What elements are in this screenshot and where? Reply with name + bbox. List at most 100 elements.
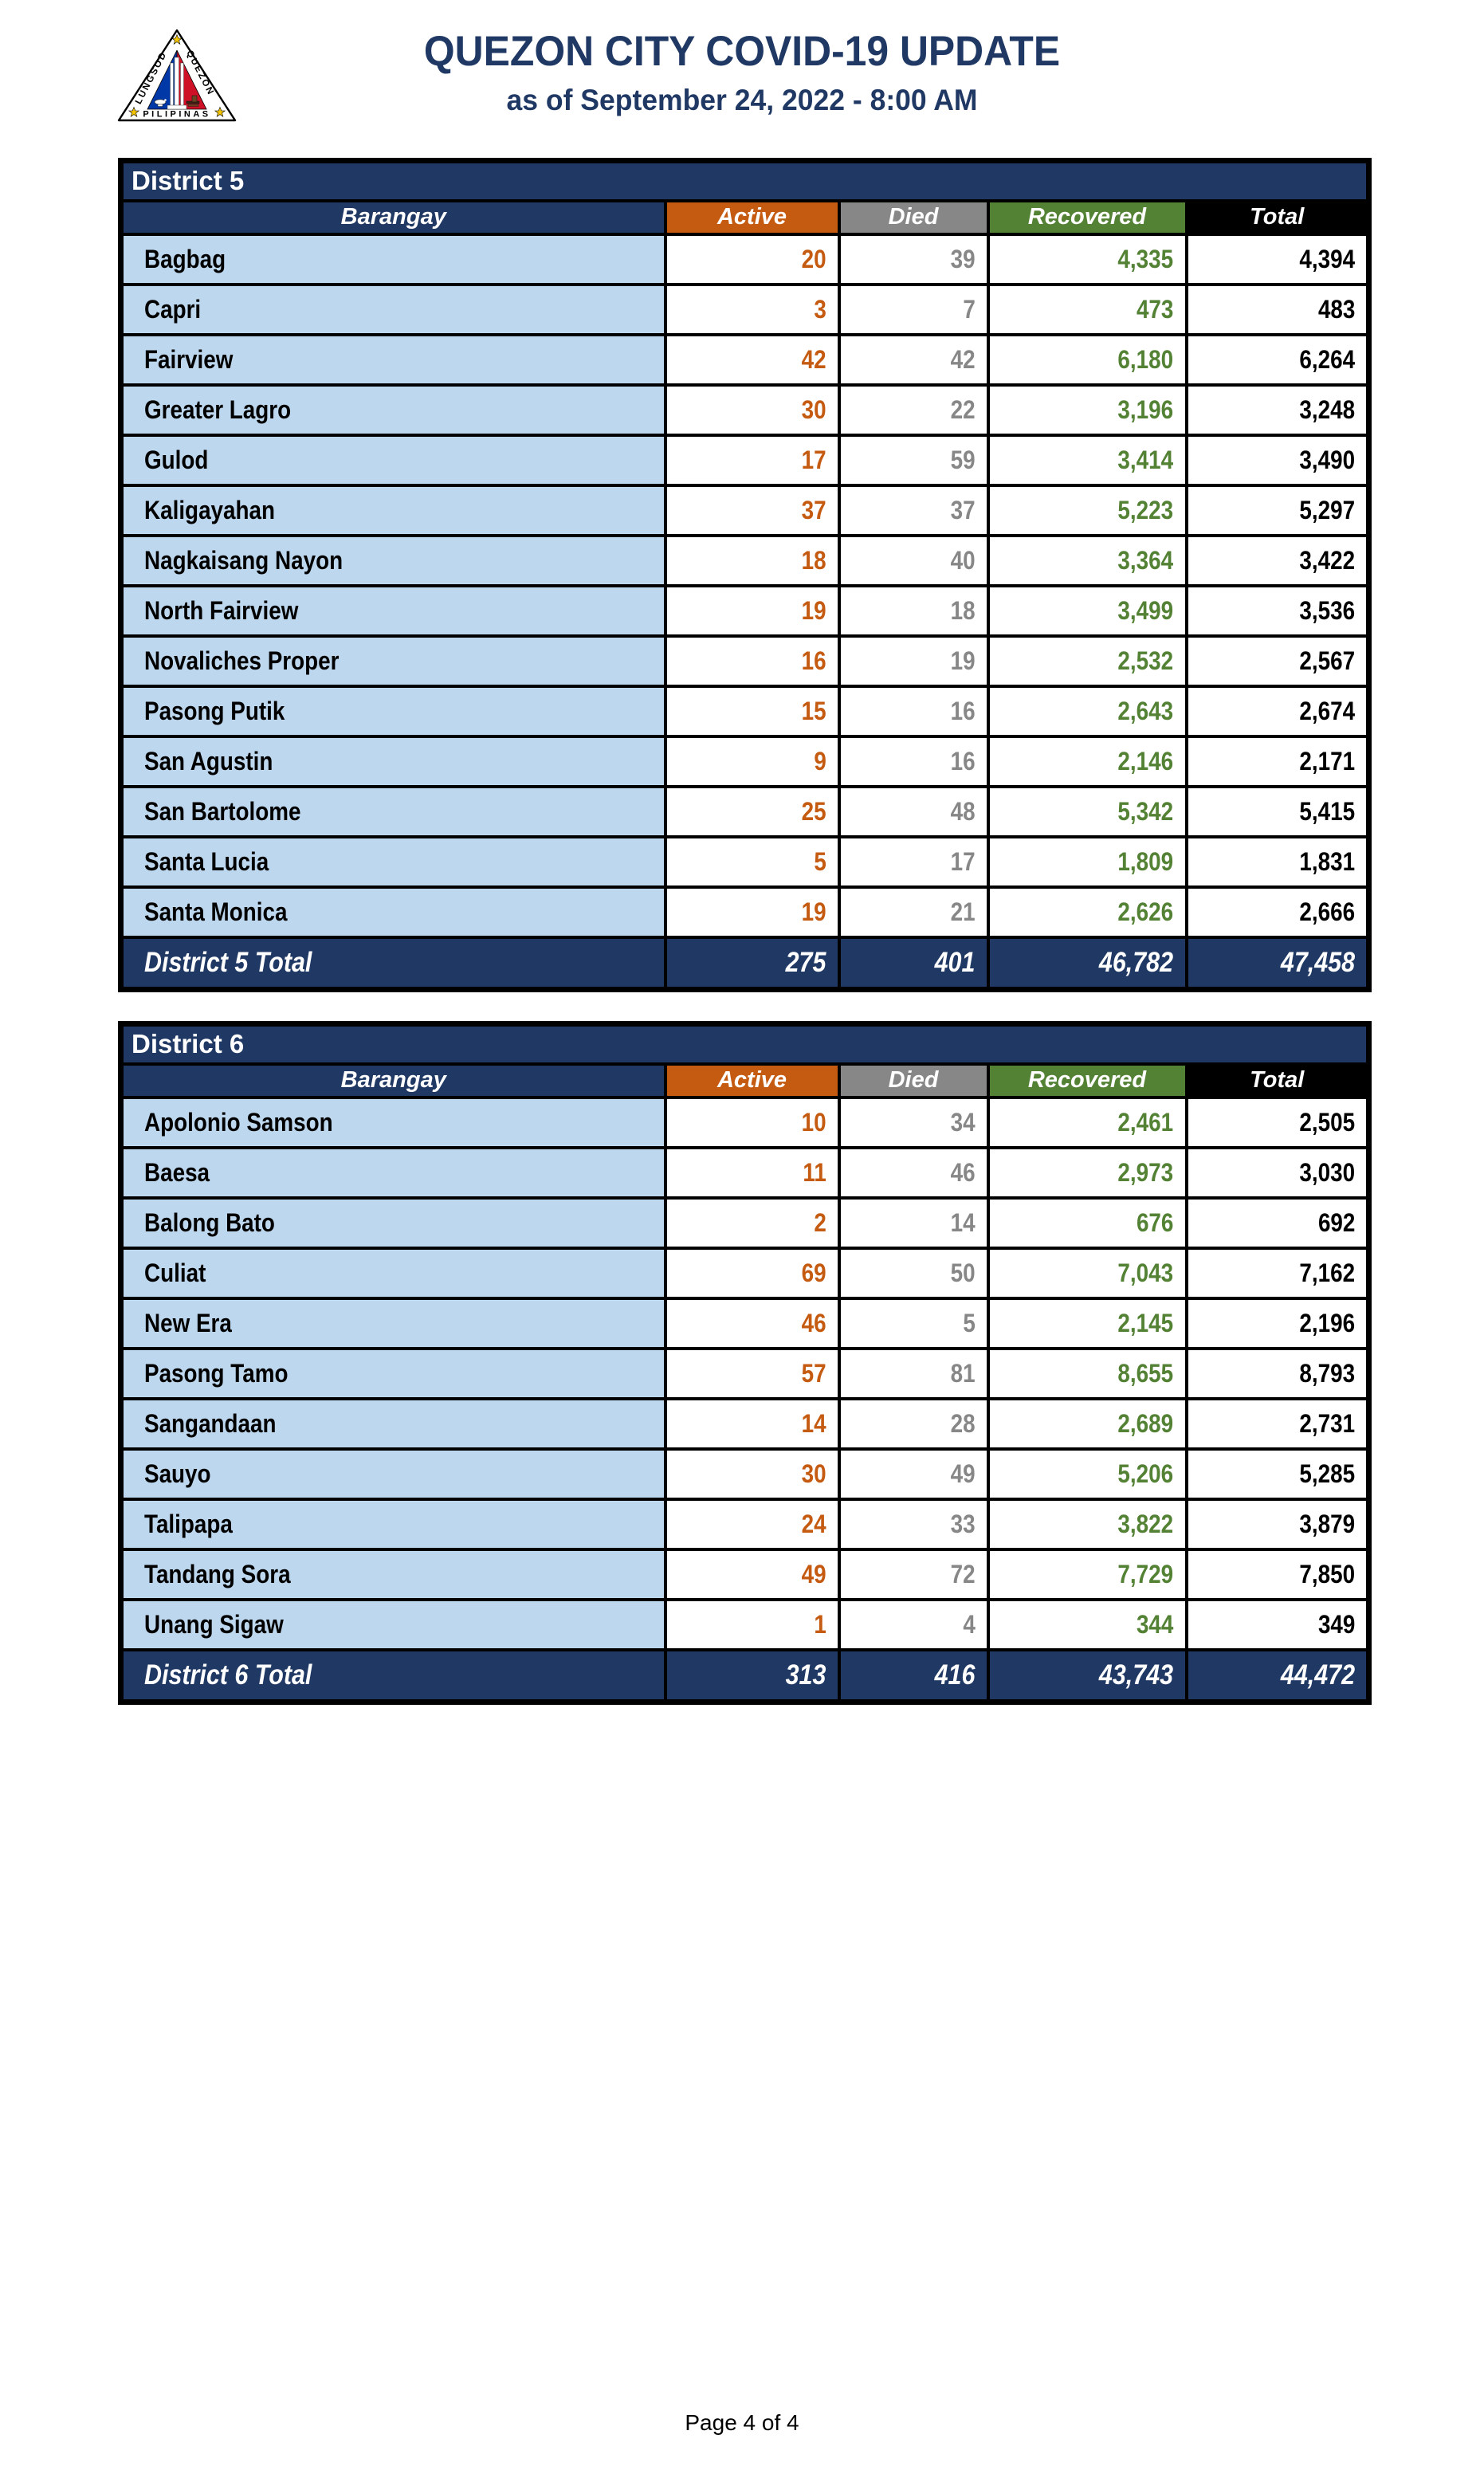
died-count-cell: 22: [837, 383, 990, 437]
recovered-count-cell: 473: [986, 282, 1188, 336]
died-count: 42: [950, 344, 976, 374]
report-title: QUEZON CITY COVID-19 UPDATE: [423, 28, 1061, 75]
seal-gavel-icon: [186, 95, 200, 107]
total-count: 4,394: [1299, 244, 1356, 273]
total-count: 3,030: [1299, 1157, 1356, 1187]
recovered-count: 2,532: [1117, 646, 1174, 675]
table-row: San Bartolome 25 48 5,342 5,415: [119, 784, 1371, 838]
barangay-name-cell: Baesa: [119, 1145, 667, 1200]
barangay-name-cell: Balong Bato: [119, 1196, 667, 1250]
died-count: 72: [950, 1559, 976, 1588]
total-count: 3,536: [1299, 595, 1356, 625]
total-count-cell: 5,415: [1184, 784, 1371, 838]
recovered-count-cell: 6,180: [986, 332, 1188, 387]
barangay-name: New Era: [144, 1308, 232, 1337]
barangay-name-cell: New Era: [119, 1296, 667, 1350]
barangay-name: Pasong Tamo: [144, 1358, 289, 1388]
tables-area: District 5 Barangay Active Died Recovere…: [118, 158, 1372, 1705]
seal-stars: [128, 33, 226, 118]
total-count-cell: 2,666: [1184, 885, 1371, 939]
died-count-cell: 21: [837, 885, 990, 939]
active-count-cell: 2: [663, 1196, 841, 1250]
column-header-recovered: Recovered: [986, 198, 1188, 236]
recovered-count-cell: 2,643: [986, 684, 1188, 738]
died-count-cell: 48: [837, 784, 990, 838]
barangay-name-cell: Bagbag: [119, 232, 667, 286]
recovered-count-cell: 3,196: [986, 383, 1188, 437]
table-row: Capri 3 7 473 483: [119, 282, 1371, 336]
recovered-count-cell: 7,729: [986, 1547, 1188, 1601]
recovered-count-cell: 2,973: [986, 1145, 1188, 1200]
died-count: 46: [950, 1157, 976, 1187]
recovered-count-cell: 3,364: [986, 533, 1188, 587]
died-count: 81: [950, 1358, 976, 1388]
barangay-name-cell: Tandang Sora: [119, 1547, 667, 1601]
recovered-count-cell: 5,206: [986, 1447, 1188, 1501]
total-count: 5,285: [1299, 1459, 1356, 1488]
recovered-count-cell: 5,223: [986, 483, 1188, 537]
recovered-count: 5,206: [1117, 1459, 1174, 1488]
active-count-cell: 16: [663, 634, 841, 688]
column-header-row: Barangay Active Died Recovered Total: [119, 198, 1371, 236]
barangay-name: Santa Lucia: [144, 846, 269, 876]
column-header-died: Died: [837, 1062, 990, 1099]
died-count: 40: [950, 545, 976, 575]
barangay-name-cell: Fairview: [119, 332, 667, 387]
recovered-count-cell: 2,146: [986, 734, 1188, 788]
district-total-active: 275: [785, 946, 826, 978]
active-count-cell: 15: [663, 684, 841, 738]
barangay-name: Unang Sigaw: [144, 1609, 284, 1639]
column-header-barangay: Barangay: [119, 198, 667, 236]
died-count-cell: 42: [837, 332, 990, 387]
total-count-cell: 3,248: [1184, 383, 1371, 437]
total-count: 3,422: [1299, 545, 1356, 575]
barangay-name: Sangandaan: [144, 1408, 277, 1438]
barangay-name-cell: Pasong Tamo: [119, 1346, 667, 1400]
active-count-cell: 19: [663, 885, 841, 939]
total-count: 692: [1317, 1207, 1356, 1237]
died-count: 5: [963, 1308, 976, 1337]
total-count-cell: 7,162: [1184, 1246, 1371, 1300]
total-count-cell: 7,850: [1184, 1547, 1371, 1601]
total-count-cell: 349: [1184, 1597, 1371, 1651]
died-count: 19: [950, 646, 976, 675]
total-count-cell: 4,394: [1184, 232, 1371, 286]
district-total-died: 416: [934, 1659, 976, 1690]
active-count: 10: [801, 1107, 826, 1137]
active-count: 30: [801, 395, 826, 424]
active-count: 14: [801, 1408, 826, 1438]
died-count: 21: [950, 897, 976, 926]
district-header-bar: District 5: [119, 159, 1371, 202]
total-count-cell: 5,285: [1184, 1447, 1371, 1501]
died-count-cell: 7: [837, 282, 990, 336]
table-row: Bagbag 20 39 4,335 4,394: [119, 232, 1371, 286]
recovered-count: 3,364: [1117, 545, 1174, 575]
total-count: 2,666: [1299, 897, 1356, 926]
total-count-cell: 1,831: [1184, 834, 1371, 889]
barangay-name-cell: Sauyo: [119, 1447, 667, 1501]
barangay-name: Bagbag: [144, 244, 226, 273]
barangay-name: Fairview: [144, 344, 234, 374]
active-count: 69: [801, 1258, 826, 1287]
barangay-name: Santa Monica: [144, 897, 288, 926]
active-count-cell: 49: [663, 1547, 841, 1601]
total-count: 1,831: [1299, 846, 1356, 876]
total-count: 483: [1317, 294, 1356, 324]
died-count: 33: [950, 1509, 976, 1538]
district-header-bar: District 6: [119, 1022, 1371, 1066]
table-row: New Era 46 5 2,145 2,196: [119, 1296, 1371, 1350]
recovered-count-cell: 676: [986, 1196, 1188, 1250]
died-count: 4: [963, 1609, 976, 1639]
recovered-count: 8,655: [1117, 1358, 1174, 1388]
died-count-cell: 18: [837, 583, 990, 638]
active-count-cell: 14: [663, 1396, 841, 1451]
recovered-count-cell: 3,414: [986, 433, 1188, 487]
district-5-table: District 5 Barangay Active Died Recovere…: [118, 158, 1372, 992]
barangay-name: San Bartolome: [144, 796, 301, 826]
recovered-count: 7,043: [1117, 1258, 1174, 1287]
total-count: 3,248: [1299, 395, 1356, 424]
active-count-cell: 37: [663, 483, 841, 537]
total-count: 349: [1317, 1609, 1356, 1639]
table-row: Balong Bato 2 14 676 692: [119, 1196, 1371, 1250]
died-count-cell: 17: [837, 834, 990, 889]
